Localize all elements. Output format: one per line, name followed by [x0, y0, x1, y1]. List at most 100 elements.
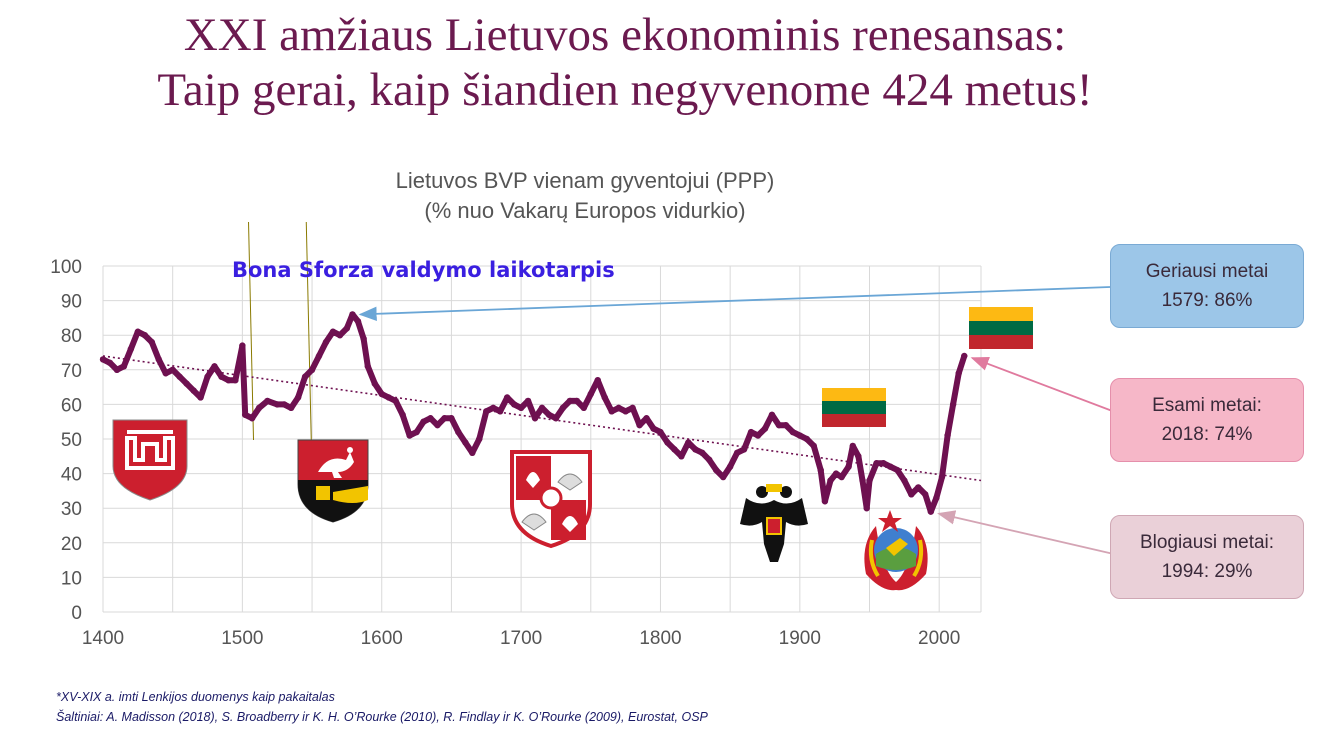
data-point — [775, 421, 783, 429]
data-point — [803, 435, 810, 443]
y-tick-label: 50 — [61, 430, 82, 451]
data-point — [552, 415, 560, 422]
data-point — [901, 477, 908, 484]
x-tick-label: 1600 — [361, 628, 403, 649]
data-point — [113, 366, 121, 373]
data-point — [336, 332, 344, 339]
data-point — [754, 432, 762, 439]
best-year-callout: Geriausi metai 1579: 86% — [1110, 244, 1304, 328]
data-point — [944, 432, 951, 439]
data-point — [448, 415, 455, 422]
data-point — [225, 376, 232, 384]
data-point — [441, 415, 448, 422]
data-point — [538, 404, 546, 412]
data-point — [294, 394, 302, 401]
y-tick-label: 0 — [71, 603, 82, 624]
data-point — [378, 390, 385, 398]
data-point — [204, 373, 211, 380]
data-point — [127, 345, 135, 353]
data-point — [938, 473, 946, 481]
data-point — [287, 404, 295, 412]
data-point — [817, 466, 824, 474]
data-point — [726, 463, 734, 470]
x-tick-label: 2000 — [918, 628, 960, 649]
data-point — [810, 442, 817, 450]
data-point — [566, 397, 574, 405]
y-tick-label: 60 — [61, 395, 82, 416]
data-point — [469, 449, 476, 457]
data-point — [343, 325, 351, 332]
data-point — [455, 428, 462, 436]
data-point — [148, 338, 155, 346]
slide-title-line-1: XXI amžiaus Lietuvos ekonominis renesans… — [183, 9, 1067, 61]
data-point — [713, 466, 720, 474]
data-point — [664, 439, 671, 446]
bona-sforza-period-markers — [248, 221, 312, 441]
data-point — [349, 311, 356, 318]
data-point — [483, 408, 490, 415]
current-year-label: Esami metai: — [1152, 395, 1262, 416]
lithuanian-flag-icon — [969, 307, 1033, 349]
data-point — [747, 428, 755, 436]
best-year-value: 1579: 86% — [1161, 290, 1253, 311]
data-point — [955, 370, 962, 377]
y-tick-label: 90 — [61, 292, 82, 313]
data-point — [622, 408, 629, 415]
data-point — [927, 508, 935, 515]
chart-title: Lietuvos BVP vienam gyventojui (PPP) — [396, 168, 775, 193]
data-point — [838, 473, 845, 481]
data-point — [894, 466, 901, 474]
data-point — [329, 328, 337, 335]
data-point — [880, 460, 887, 467]
x-tick-label: 1400 — [82, 628, 124, 649]
data-point — [211, 363, 218, 370]
data-point — [134, 328, 142, 335]
data-point — [197, 394, 204, 401]
data-point — [706, 456, 713, 463]
data-point — [427, 415, 434, 422]
bona-sforza-label: Bona Sforza valdymo laikotarpis — [232, 258, 615, 282]
data-point — [657, 428, 664, 436]
y-tick-label: 70 — [61, 361, 82, 382]
annotation-arrow — [970, 356, 1116, 413]
data-point — [692, 446, 699, 453]
y-tick-label: 80 — [61, 326, 82, 347]
data-point — [678, 453, 685, 460]
data-point — [517, 404, 525, 412]
data-point — [315, 352, 323, 360]
annotation-arrow — [937, 510, 1119, 556]
data-point — [106, 359, 114, 367]
commonwealth-coat-of-arms-icon — [510, 450, 592, 549]
data-point — [908, 491, 915, 498]
data-point — [360, 335, 367, 342]
data-point — [887, 463, 894, 470]
data-point — [832, 470, 840, 477]
vytis-coat-of-arms-icon — [297, 439, 369, 523]
series-line — [100, 311, 968, 515]
data-point — [821, 498, 829, 505]
series-points — [99, 311, 968, 515]
data-point — [531, 415, 539, 422]
y-tick-label: 30 — [61, 499, 82, 520]
lithuanian-flag-icon — [822, 388, 886, 427]
current-year-value: 2018: 74% — [1161, 424, 1253, 445]
data-point — [399, 411, 406, 418]
data-point — [371, 380, 378, 387]
footnote-proxy-data: *XV-XIX a. imti Lenkijos duomenys kaip p… — [56, 690, 335, 704]
current-year-callout: Esami metai: 2018: 74% — [1110, 378, 1304, 462]
data-point — [462, 439, 469, 446]
data-point — [740, 446, 748, 453]
data-point — [218, 373, 225, 380]
data-point — [406, 432, 413, 439]
data-point — [162, 370, 169, 377]
data-point — [155, 356, 162, 363]
data-point — [961, 352, 968, 360]
data-point — [915, 484, 922, 491]
data-point — [733, 449, 741, 457]
y-tick-label: 10 — [61, 568, 82, 589]
data-point — [241, 411, 249, 418]
period-marker-line — [305, 221, 312, 441]
data-point — [364, 363, 371, 370]
data-point — [782, 421, 790, 429]
